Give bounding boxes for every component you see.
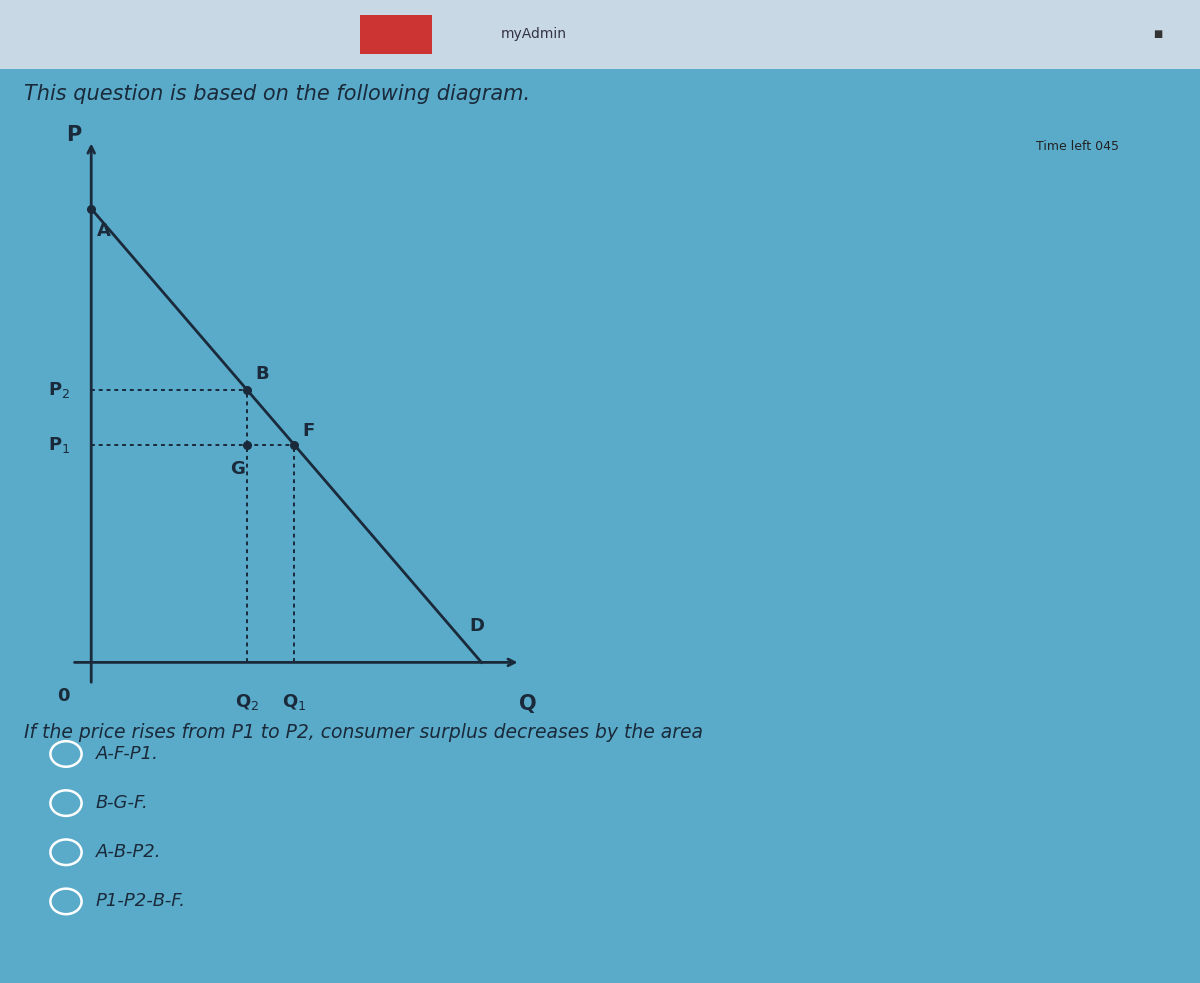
- Text: P: P: [66, 125, 82, 145]
- Text: D: D: [469, 617, 485, 635]
- Text: P$_2$: P$_2$: [48, 380, 70, 400]
- Text: B-G-F.: B-G-F.: [96, 794, 149, 812]
- Text: P$_1$: P$_1$: [48, 434, 70, 454]
- Text: Q$_2$: Q$_2$: [235, 692, 259, 712]
- Text: ■: ■: [1153, 29, 1163, 39]
- Text: 0: 0: [58, 687, 70, 706]
- Text: Time left 045: Time left 045: [1036, 140, 1118, 153]
- Text: A-B-P2.: A-B-P2.: [96, 843, 162, 861]
- Text: Q: Q: [520, 694, 538, 714]
- Text: This question is based on the following diagram.: This question is based on the following …: [24, 84, 530, 103]
- Text: B: B: [256, 366, 269, 383]
- Text: G: G: [230, 460, 245, 479]
- Text: A-F-P1.: A-F-P1.: [96, 745, 158, 763]
- Text: F: F: [302, 422, 314, 440]
- Text: P1-P2-B-F.: P1-P2-B-F.: [96, 893, 186, 910]
- Text: Q$_1$: Q$_1$: [282, 692, 306, 712]
- Text: myAdmin: myAdmin: [502, 28, 568, 41]
- Text: If the price rises from P1 to P2, consumer surplus decreases by the area: If the price rises from P1 to P2, consum…: [24, 723, 703, 741]
- Text: A: A: [97, 222, 110, 240]
